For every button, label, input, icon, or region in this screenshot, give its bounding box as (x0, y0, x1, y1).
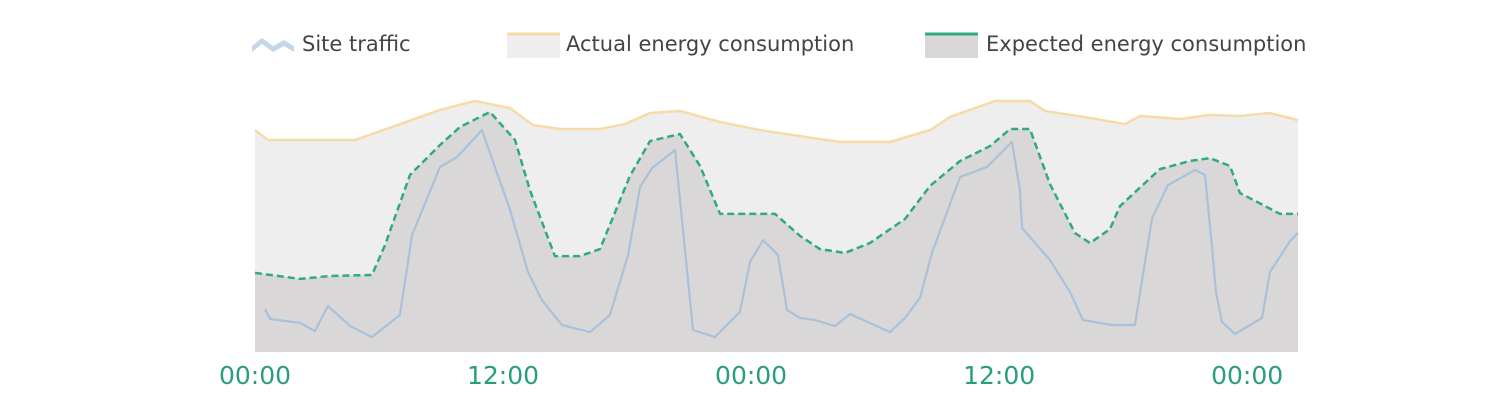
x-tick-label: 00:00 (1211, 361, 1283, 390)
line (263, 128, 1299, 339)
legend-label: Expected energy consumption (986, 32, 1306, 56)
legend-icon (252, 38, 294, 52)
x-tick-label: 12:00 (963, 361, 1035, 390)
area-line (254, 99, 1299, 144)
area-fill (255, 112, 1298, 353)
legend-label: Site traffic (302, 32, 411, 56)
legend: Site traffic Actual energy consumption E… (252, 32, 1306, 58)
x-tick-label: 12:00 (467, 361, 539, 390)
x-tick-label: 00:00 (219, 361, 291, 390)
area-line (254, 110, 1298, 281)
legend-icon (507, 33, 560, 58)
x-tick-label: 00:00 (715, 361, 787, 390)
legend-icon (925, 33, 978, 58)
legend-label: Actual energy consumption (566, 32, 854, 56)
